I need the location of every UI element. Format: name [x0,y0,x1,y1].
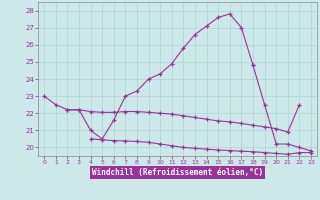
X-axis label: Windchill (Refroidissement éolien,°C): Windchill (Refroidissement éolien,°C) [92,168,263,177]
